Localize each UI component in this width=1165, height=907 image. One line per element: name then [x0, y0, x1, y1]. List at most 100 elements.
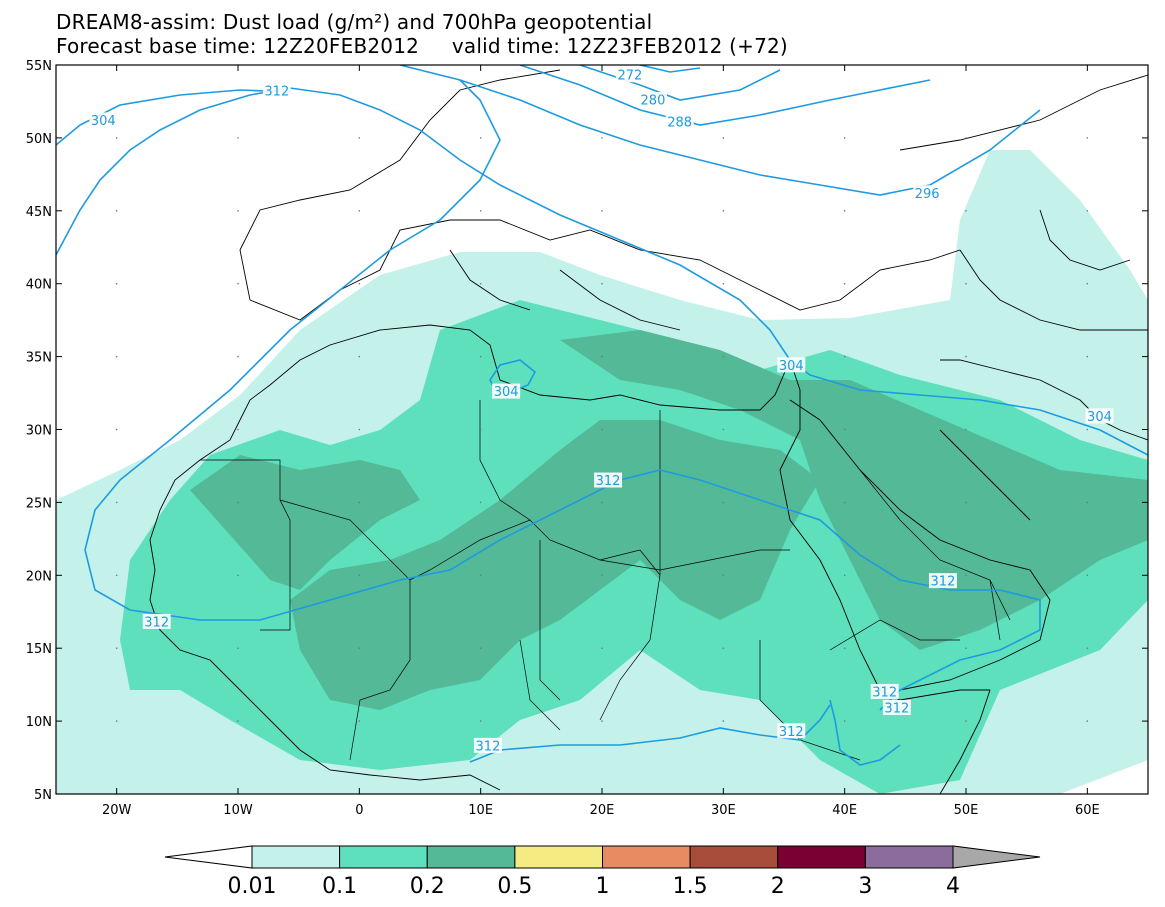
lon-tick-label: 60E [1075, 803, 1100, 818]
graticule [115, 137, 1089, 722]
colorbar-swatch [689, 845, 779, 869]
graticule-dot [722, 355, 725, 358]
colorbar-low-arrow [164, 845, 253, 869]
graticule-dot [479, 720, 482, 722]
colorbar-swatch [864, 845, 954, 869]
contour-label: 304 [89, 112, 118, 129]
contour-label: 312 [262, 83, 291, 100]
lat-tick-label: 35N [26, 351, 52, 366]
graticule-dot [115, 428, 118, 431]
lat-tick-label: 25N [26, 496, 52, 511]
graticule-dot [237, 720, 239, 722]
contour-label: 296 [913, 185, 942, 202]
colorbar-label: 4 [946, 874, 960, 899]
graticule-dot [965, 210, 967, 212]
graticule-dot [1086, 137, 1089, 139]
graticule-dot [843, 210, 846, 212]
graticule-dot [115, 501, 118, 504]
contour-label: 272 [615, 67, 644, 84]
svg-text:280: 280 [641, 93, 666, 108]
svg-text:312: 312 [264, 85, 289, 100]
forecast-time-subtitle: Forecast base time: 12Z20FEB2012 valid t… [56, 34, 788, 58]
contour-312-west [84, 79, 501, 621]
graticule-dot [722, 647, 725, 649]
graticule-dot [965, 647, 967, 649]
lat-tick-label: 10N [26, 715, 52, 730]
graticule-dot [601, 137, 603, 139]
lat-tick-label: 45N [26, 205, 52, 220]
country-borders [200, 400, 1011, 761]
graticule-dot [237, 428, 239, 431]
contour-288 [519, 65, 931, 126]
contour-label: 312 [777, 723, 806, 740]
graticule-dot [115, 355, 118, 358]
svg-text:312: 312 [144, 615, 169, 630]
axis-ticks: 55N 50N 45N 40N 35N 30N 25N 20N 15N 10N 5N 20W 10W 0 1… [26, 59, 1148, 818]
svg-text:312: 312 [872, 685, 897, 700]
graticule-dot [358, 574, 361, 577]
colorbar-label: 1.5 [673, 874, 708, 899]
dust-heavy-region-1 [190, 455, 420, 590]
contour-label: 304 [1085, 408, 1114, 425]
contour-312-main [200, 469, 1041, 711]
graticule-dot [358, 428, 361, 431]
colorbar-swatch [777, 845, 866, 869]
contour-labels: 2722802882963043123043043043123123123123… [89, 67, 1114, 754]
contour-label: 312 [870, 683, 899, 700]
graticule-dot [722, 282, 725, 285]
graticule-dot [722, 137, 725, 139]
colorbar-high-arrow [952, 845, 1041, 869]
graticule-dot [965, 137, 967, 139]
colorbar-label: 0.01 [228, 874, 277, 899]
graticule-dot [479, 282, 482, 285]
lat-tick-label: 15N [26, 642, 52, 657]
graticule-dot [843, 428, 846, 431]
lon-tick-label: 20E [590, 803, 615, 818]
colorbar-label: 1 [596, 874, 610, 899]
graticule-dot [115, 574, 118, 577]
colorbar-swatch [514, 845, 603, 869]
colorbar-label: 2 [771, 874, 785, 899]
contour-304-west [56, 87, 1148, 456]
graticule-dot [358, 647, 361, 649]
graticule-dot [115, 210, 118, 212]
graticule-dot [965, 574, 967, 577]
graticule-dot [1086, 647, 1089, 649]
graticule-dot [115, 282, 118, 285]
geopotential-contours [56, 65, 1148, 766]
graticule-dot [358, 720, 361, 722]
graticule-dot [115, 647, 118, 649]
lon-tick-label: 10W [223, 803, 253, 818]
lat-tick-label: 50N [26, 132, 52, 147]
svg-text:304: 304 [91, 114, 116, 129]
graticule-dot [965, 428, 967, 431]
lon-tick-label: 50E [954, 803, 979, 818]
svg-text:304: 304 [779, 359, 804, 374]
graticule-dot [843, 355, 846, 358]
graticule-dot [479, 210, 482, 212]
lon-tick-label: 20W [102, 803, 132, 818]
graticule-dot [115, 137, 118, 139]
svg-text:312: 312 [779, 725, 804, 740]
graticule-dot [843, 720, 846, 722]
lon-tick-label: 40E [832, 803, 857, 818]
contour-label: 304 [777, 357, 806, 374]
svg-text:304: 304 [494, 385, 519, 400]
graticule-dot [601, 574, 603, 577]
colorbar-swatch [602, 845, 691, 869]
lat-tick-label: 40N [26, 278, 52, 293]
graticule-dot [601, 210, 603, 212]
chart-title: DREAM8-assim: Dust load (g/m²) and 700hP… [56, 10, 653, 34]
graticule-dot [237, 282, 239, 285]
dust-heavy-region-3 [560, 330, 1148, 650]
graticule-dot [237, 137, 239, 139]
graticule-dot [1086, 355, 1089, 358]
colorbar-label: 3 [858, 874, 872, 899]
contour-label: 312 [928, 573, 957, 590]
svg-text:312: 312 [596, 474, 621, 489]
graticule-dot [722, 428, 725, 431]
colorbar-legend: 0.01 0.1 0.2 0.5 1 1.5 2 3 4 [164, 845, 1041, 899]
graticule-dot [965, 355, 967, 358]
contour-272 [639, 65, 701, 73]
graticule-dot [843, 282, 846, 285]
